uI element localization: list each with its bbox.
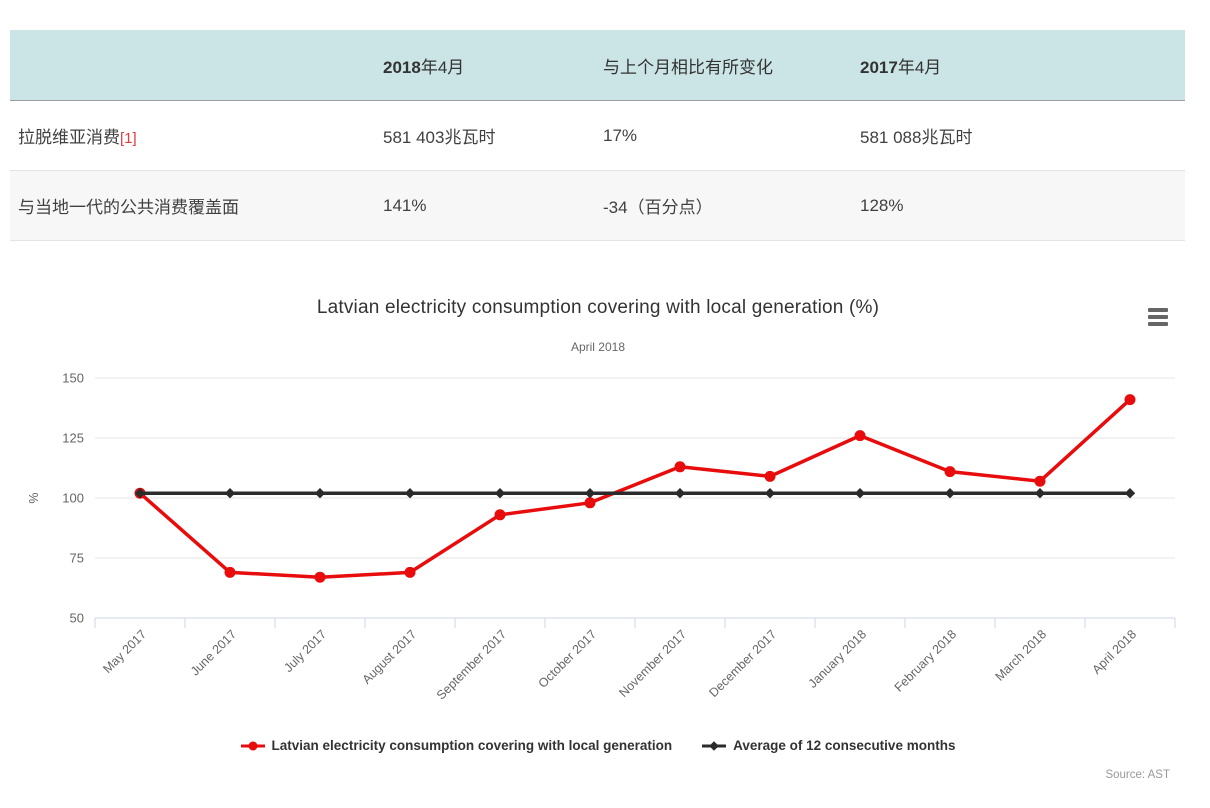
table-body: 拉脱维亚消费[1] 581 403兆瓦时 17% 581 088兆瓦时与当地一代的公共… — [10, 101, 1185, 241]
svg-text:75: 75 — [70, 551, 84, 566]
svg-text:November 2017: November 2017 — [616, 627, 689, 700]
svg-text:January 2018: January 2018 — [806, 627, 869, 690]
line-diamond-marker-icon — [702, 740, 727, 751]
header-cell: 2017年4月 — [860, 57, 942, 77]
table-header-row: 2018年4月 与上个月相比有所变化 2017年4月 — [10, 30, 1185, 101]
svg-text:June 2017: June 2017 — [188, 627, 239, 678]
legend-label: Average of 12 consecutive months — [733, 738, 956, 753]
header-cell: 与上个月相比有所变化 — [603, 57, 773, 77]
hamburger-icon — [1148, 315, 1168, 319]
svg-text:October 2017: October 2017 — [536, 627, 599, 690]
footnote-ref[interactable]: [1] — [120, 130, 137, 147]
svg-text:August 2017: August 2017 — [360, 627, 420, 687]
svg-text:December 2017: December 2017 — [706, 627, 779, 700]
hamburger-icon — [1148, 322, 1168, 326]
svg-text:100: 100 — [62, 491, 84, 506]
svg-text:125: 125 — [62, 431, 84, 446]
legend-item-average[interactable]: Average of 12 consecutive months — [702, 738, 955, 753]
table-row: 拉脱维亚消费[1] 581 403兆瓦时 17% 581 088兆瓦时 — [10, 101, 1185, 171]
svg-text:50: 50 — [70, 611, 84, 626]
cell-value: -34（百分点） — [603, 198, 713, 217]
y-axis-title: % — [27, 492, 41, 503]
cell-value: 581 088兆瓦时 — [860, 128, 973, 147]
hamburger-icon — [1148, 308, 1168, 312]
svg-text:February 2018: February 2018 — [892, 627, 959, 694]
row-label: 与当地一代的公共消费覆盖面 — [18, 198, 239, 217]
series-average — [134, 488, 1136, 499]
svg-text:150: 150 — [62, 371, 84, 386]
table-row: 与当地一代的公共消费覆盖面 141% -34（百分点） 128% — [10, 171, 1185, 241]
header-cell: 2018年4月 — [383, 57, 465, 77]
cell-value: 17% — [603, 125, 638, 145]
legend-label: Latvian electricity consumption covering… — [271, 738, 673, 753]
cell-value: 581 403兆瓦时 — [383, 128, 496, 147]
chart-title: Latvian electricity consumption covering… — [316, 297, 880, 318]
svg-text:July 2017: July 2017 — [281, 627, 329, 675]
svg-text:March 2018: March 2018 — [993, 627, 1050, 684]
chart-legend: Latvian electricity consumption covering… — [0, 738, 1196, 753]
chart-menu-button[interactable] — [1144, 304, 1172, 330]
summary-table: 2018年4月 与上个月相比有所变化 2017年4月 拉脱维亚消费[1] 581 40… — [10, 30, 1185, 241]
cell-value: 128% — [860, 195, 904, 215]
row-label: 拉脱维亚消费[1] — [18, 128, 137, 147]
line-circle-marker-icon — [240, 741, 265, 750]
chart-subtitle: April 2018 — [570, 340, 626, 354]
x-axis — [94, 617, 1176, 628]
svg-text:September 2017: September 2017 — [434, 627, 509, 702]
source-label: Source: AST — [1105, 769, 1170, 781]
svg-text:May 2017: May 2017 — [100, 627, 149, 676]
x-axis-labels: May 2017 June 2017 July 2017 August 2017 Sep… — [100, 627, 1139, 702]
cell-value: 141% — [383, 195, 427, 215]
legend-item-consumption[interactable]: Latvian electricity consumption covering… — [240, 738, 673, 753]
y-grid: 50 75 100 125 150 — [62, 371, 1175, 626]
svg-text:April 2018: April 2018 — [1089, 627, 1139, 677]
series-consumption — [134, 394, 1136, 583]
plot-area: 50 75 100 125 150 May 2017 June 2017 July 2017 A… — [27, 371, 1176, 702]
